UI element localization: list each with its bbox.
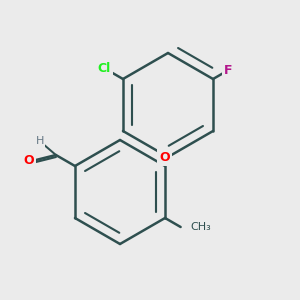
Text: Cl: Cl	[97, 61, 110, 74]
Text: O: O	[24, 154, 34, 166]
Text: H: H	[36, 136, 44, 146]
Text: F: F	[224, 64, 233, 76]
Text: O: O	[160, 151, 170, 164]
Text: CH₃: CH₃	[190, 222, 212, 232]
